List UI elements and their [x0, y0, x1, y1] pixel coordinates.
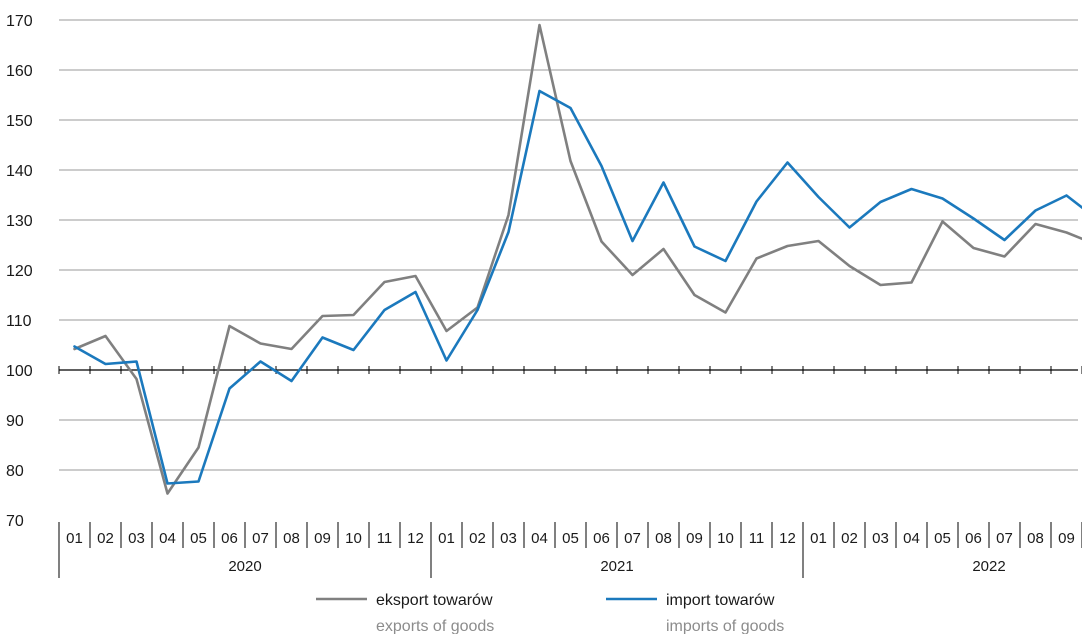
- legend-sublabel: imports of goods: [666, 618, 784, 634]
- x-tick-label: 04: [159, 530, 176, 547]
- grid: [59, 19, 1078, 471]
- year-label: 2022: [972, 558, 1005, 575]
- x-tick-label: 09: [314, 530, 331, 547]
- year-label: 2021: [600, 558, 633, 575]
- x-tick-label: 07: [624, 530, 641, 547]
- x-tick-label: 08: [1027, 530, 1044, 547]
- legend: eksport towarów exports of goods import to…: [316, 592, 784, 634]
- x-tick-label: 03: [500, 530, 517, 547]
- series-line-exports: [73, 23, 1082, 495]
- y-tick-label: 110: [6, 313, 32, 330]
- x-tick-label: 02: [469, 530, 486, 547]
- y-tick-label: 90: [6, 413, 24, 430]
- x-tick-label: 11: [377, 530, 393, 547]
- x-tick-label: 01: [438, 530, 455, 547]
- x-tick-label: 05: [934, 530, 951, 547]
- legend-sublabel: exports of goods: [376, 618, 494, 634]
- x-tick-label: 12: [407, 530, 424, 547]
- x-tick-label: 06: [965, 530, 982, 547]
- x-tick-label: 05: [562, 530, 579, 547]
- x-tick-label: 06: [221, 530, 238, 547]
- y-tick-label: 140: [6, 163, 33, 180]
- series-line-imports: [73, 89, 1082, 485]
- x-tick-label: 01: [810, 530, 827, 547]
- legend-label: eksport towarów: [376, 592, 493, 609]
- y-tick-label: 160: [6, 63, 33, 80]
- y-tick-label: 130: [6, 213, 33, 230]
- year-label: 2020: [228, 558, 261, 575]
- x-tick-label: 04: [531, 530, 548, 547]
- x-tick-label: 01: [66, 530, 83, 547]
- x-tick-label: 10: [345, 530, 362, 547]
- y-tick-label: 80: [6, 463, 24, 480]
- y-tick-label: 150: [6, 113, 33, 130]
- x-tick-label: 03: [128, 530, 145, 547]
- x-tick-label: 02: [97, 530, 114, 547]
- x-tick-label: 04: [903, 530, 920, 547]
- x-tick-label: 09: [1058, 530, 1075, 547]
- x-tick-label: 11: [749, 530, 765, 547]
- x-tick-label: 08: [283, 530, 300, 547]
- x-tick-label: 02: [841, 530, 858, 547]
- x-tick-label: 06: [593, 530, 610, 547]
- x-tick-label: 07: [996, 530, 1013, 547]
- x-tick-label: 08: [655, 530, 672, 547]
- x-tick-label: 07: [252, 530, 269, 547]
- x-tick-label: 05: [190, 530, 207, 547]
- x-tick-label: 09: [686, 530, 703, 547]
- x-tick-label: 10: [717, 530, 734, 547]
- legend-label: import towarów: [666, 592, 775, 609]
- y-tick-label: 100: [6, 363, 33, 380]
- y-tick-label: 170: [6, 13, 33, 30]
- y-tick-label: 120: [6, 263, 33, 280]
- series: [73, 23, 1082, 495]
- x-tick-label: 03: [872, 530, 889, 547]
- y-tick-label: 70: [6, 513, 24, 530]
- x-tick-label: 12: [779, 530, 796, 547]
